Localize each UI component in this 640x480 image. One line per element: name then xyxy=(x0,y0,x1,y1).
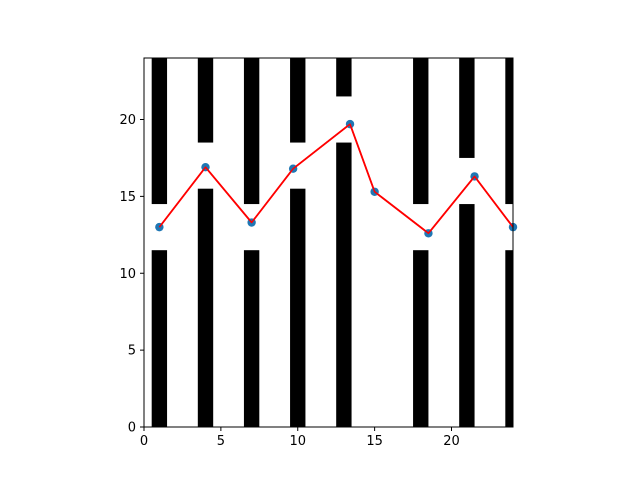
x-tick-label: 10 xyxy=(289,434,306,449)
x-tick-label: 20 xyxy=(443,434,460,449)
bar-bottom-7 xyxy=(505,250,513,427)
bar-top-1 xyxy=(197,58,214,143)
bars-layer xyxy=(151,58,513,427)
bar-bottom-0 xyxy=(151,250,168,427)
bar-top-3 xyxy=(290,58,306,143)
x-tick-label: 15 xyxy=(366,434,383,449)
x-tick-label: 5 xyxy=(217,434,225,449)
y-tick-label: 20 xyxy=(119,113,136,128)
bar-bottom-6 xyxy=(459,204,475,427)
y-tick-label: 10 xyxy=(119,267,136,282)
bar-bottom-4 xyxy=(336,142,352,427)
bar-top-4 xyxy=(336,58,352,97)
bar-bottom-3 xyxy=(290,188,306,427)
x-tick-label: 0 xyxy=(140,434,148,449)
bar-top-0 xyxy=(151,58,168,205)
x-axis: 0 5 10 15 20 xyxy=(140,427,460,449)
bar-bottom-5 xyxy=(413,250,429,427)
plot-frame xyxy=(143,57,514,428)
series-line-overlay-0 xyxy=(158,123,514,235)
bar-bottom-2 xyxy=(243,250,260,427)
y-tick-label: 0 xyxy=(128,421,136,436)
y-tick-label: 15 xyxy=(119,190,136,205)
bar-top-5 xyxy=(413,58,429,205)
bar-top-2 xyxy=(243,58,260,205)
points-layer xyxy=(155,119,518,238)
y-tick-label: 5 xyxy=(128,344,136,359)
y-axis: 0 5 10 15 20 xyxy=(119,113,144,436)
bar-top-6 xyxy=(459,58,475,158)
bar-top-7 xyxy=(505,58,513,205)
bar-bottom-1 xyxy=(197,188,214,427)
